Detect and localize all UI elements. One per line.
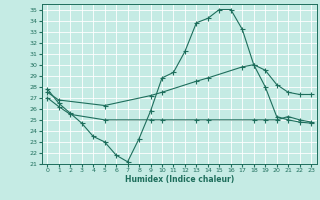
X-axis label: Humidex (Indice chaleur): Humidex (Indice chaleur) — [124, 175, 234, 184]
